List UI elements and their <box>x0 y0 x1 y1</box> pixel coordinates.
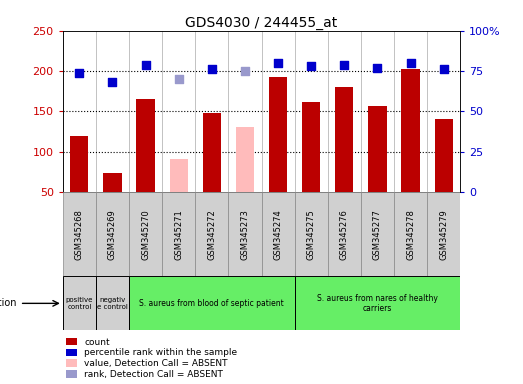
Point <box>175 76 183 82</box>
Bar <box>63 276 96 330</box>
Title: GDS4030 / 244455_at: GDS4030 / 244455_at <box>185 16 338 30</box>
Bar <box>294 276 460 330</box>
Point <box>373 65 382 71</box>
Text: GSM345270: GSM345270 <box>141 209 150 260</box>
Text: GSM345276: GSM345276 <box>340 209 349 260</box>
Bar <box>229 192 262 276</box>
Bar <box>96 276 129 330</box>
Text: GSM345274: GSM345274 <box>274 209 282 260</box>
Point <box>141 61 150 68</box>
Bar <box>361 192 394 276</box>
Bar <box>335 87 354 192</box>
Bar <box>427 192 460 276</box>
Bar <box>394 192 427 276</box>
Text: GSM345269: GSM345269 <box>108 209 117 260</box>
Text: S. aureus from blood of septic patient: S. aureus from blood of septic patient <box>140 299 284 308</box>
Bar <box>368 106 386 192</box>
Text: positive
control: positive control <box>65 297 93 310</box>
Bar <box>96 192 129 276</box>
Bar <box>162 192 195 276</box>
Text: GSM345271: GSM345271 <box>174 209 183 260</box>
Bar <box>104 173 121 192</box>
Text: negativ
e control: negativ e control <box>97 297 128 310</box>
Legend: count, percentile rank within the sample, value, Detection Call = ABSENT, rank, : count, percentile rank within the sample… <box>63 334 241 383</box>
Text: infection: infection <box>0 298 16 308</box>
Text: GSM345278: GSM345278 <box>406 209 415 260</box>
Text: S. aureus from nares of healthy
carriers: S. aureus from nares of healthy carriers <box>317 294 438 313</box>
Bar <box>402 70 419 192</box>
Bar <box>70 136 88 192</box>
Point <box>75 70 84 76</box>
Bar <box>63 192 96 276</box>
Point <box>307 63 315 69</box>
Point <box>241 68 249 74</box>
Bar <box>328 192 361 276</box>
Text: GSM345277: GSM345277 <box>373 209 382 260</box>
Text: GSM345275: GSM345275 <box>306 209 316 260</box>
Point <box>340 61 348 68</box>
Point <box>439 66 448 73</box>
Bar <box>269 78 287 192</box>
Bar <box>435 119 453 192</box>
Bar <box>169 159 188 192</box>
Bar <box>203 113 221 192</box>
Bar <box>129 192 162 276</box>
Text: GSM345272: GSM345272 <box>207 209 217 260</box>
Bar <box>137 99 155 192</box>
Bar <box>302 102 320 192</box>
Bar <box>294 192 328 276</box>
Point <box>108 79 117 85</box>
Text: GSM345279: GSM345279 <box>439 209 448 260</box>
Point <box>208 66 216 73</box>
Bar <box>262 192 294 276</box>
Point <box>406 60 415 66</box>
Text: GSM345268: GSM345268 <box>75 209 84 260</box>
Point <box>274 60 282 66</box>
Bar <box>236 127 254 192</box>
Bar <box>195 192 229 276</box>
Text: GSM345273: GSM345273 <box>241 209 249 260</box>
Bar <box>129 276 294 330</box>
